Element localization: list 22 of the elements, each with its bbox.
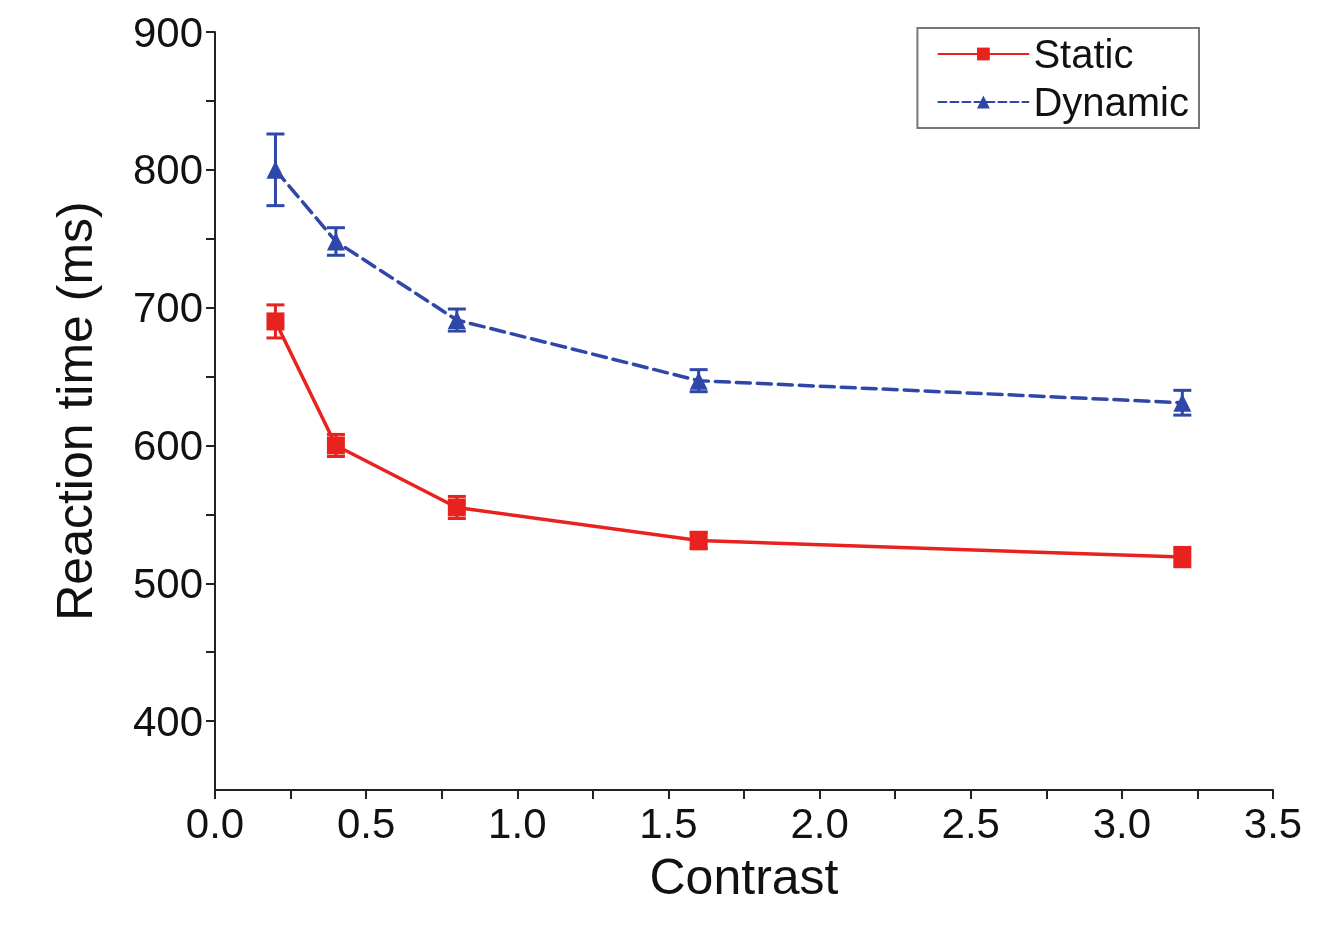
x-axis-title: Contrast xyxy=(649,849,839,905)
point xyxy=(689,371,708,390)
y-tick-label: 800 xyxy=(132,146,203,194)
y-tick-label: 700 xyxy=(132,284,203,332)
x-tick-label: 1.5 xyxy=(639,799,698,847)
x-tick-label: 3.0 xyxy=(1092,799,1152,847)
legend-label: Static xyxy=(1033,32,1134,76)
point xyxy=(1173,393,1192,412)
x-tick-label: 0.5 xyxy=(336,799,396,847)
y-tick-label: 500 xyxy=(132,559,203,607)
y-tick-label: 400 xyxy=(132,697,203,745)
x-tick-label: 3.5 xyxy=(1243,799,1303,847)
x-tick-label: 0.0 xyxy=(185,799,245,847)
y-tick-label: 600 xyxy=(132,421,203,469)
x-tick-label: 2.5 xyxy=(941,799,1000,847)
point xyxy=(326,232,345,251)
y-axis-title: Reaction time (ms) xyxy=(47,201,103,621)
point xyxy=(266,312,285,331)
legend-label: Dynamic xyxy=(1033,80,1190,124)
y-tick-label: 900 xyxy=(132,8,203,56)
x-tick-label: 1.0 xyxy=(488,799,547,847)
x-tick-label: 2.0 xyxy=(790,799,849,847)
